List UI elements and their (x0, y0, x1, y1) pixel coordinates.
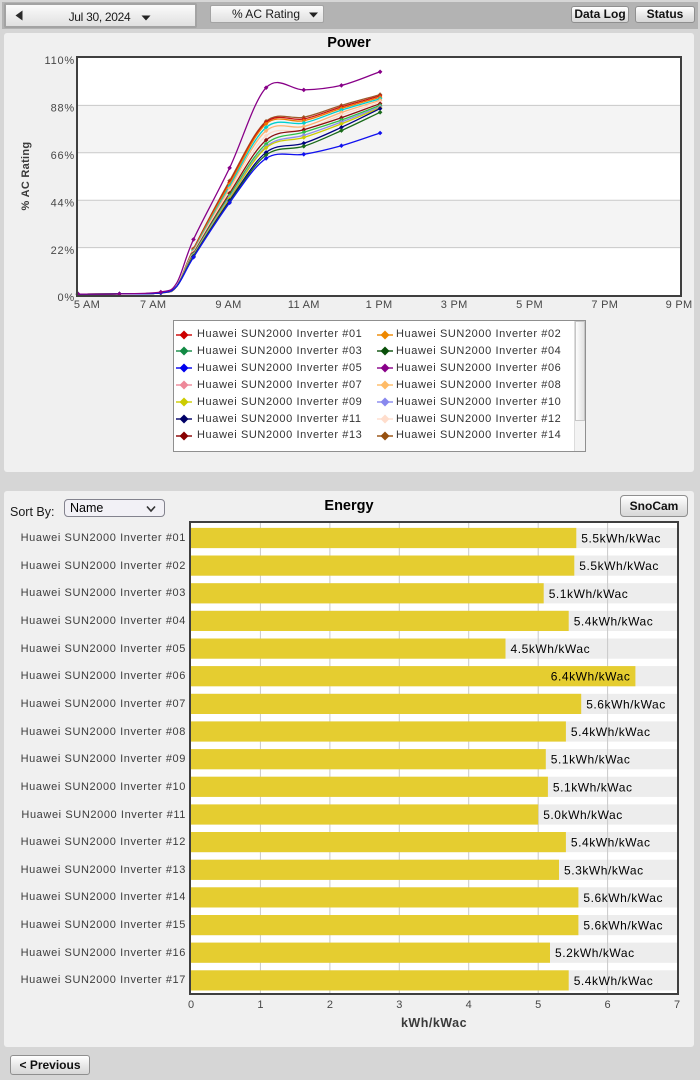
svg-text:5.6kWh/kWac: 5.6kWh/kWac (583, 891, 663, 905)
svg-text:88%: 88% (51, 103, 75, 115)
svg-text:5.4kWh/kWac: 5.4kWh/kWac (574, 614, 654, 628)
svg-text:5 AM: 5 AM (74, 299, 100, 311)
svg-text:6.4kWh/kWac: 6.4kWh/kWac (551, 670, 631, 684)
svg-text:% AC Rating: % AC Rating (20, 142, 32, 211)
svg-text:5.1kWh/kWac: 5.1kWh/kWac (553, 780, 633, 794)
svg-text:5.1kWh/kWac: 5.1kWh/kWac (551, 753, 631, 767)
svg-text:4.5kWh/kWac: 4.5kWh/kWac (511, 642, 591, 656)
svg-text:5.4kWh/kWac: 5.4kWh/kWac (571, 725, 651, 739)
svg-text:5.1kWh/kWac: 5.1kWh/kWac (549, 587, 629, 601)
svg-text:22%: 22% (51, 245, 75, 257)
svg-text:0: 0 (188, 999, 194, 1011)
svg-text:5: 5 (535, 999, 541, 1011)
svg-text:5.6kWh/kWac: 5.6kWh/kWac (583, 919, 663, 933)
svg-text:5.4kWh/kWac: 5.4kWh/kWac (571, 836, 651, 850)
svg-text:11 AM: 11 AM (288, 299, 320, 311)
svg-text:1 PM: 1 PM (366, 299, 393, 311)
svg-text:5.3kWh/kWac: 5.3kWh/kWac (564, 863, 644, 877)
svg-text:5.4kWh/kWac: 5.4kWh/kWac (574, 974, 654, 988)
svg-text:7: 7 (674, 999, 680, 1011)
svg-text:5.5kWh/kWac: 5.5kWh/kWac (581, 532, 661, 546)
svg-text:4: 4 (466, 999, 472, 1011)
svg-text:2: 2 (327, 999, 333, 1011)
svg-text:kWh/kWac: kWh/kWac (401, 1016, 467, 1030)
svg-text:1: 1 (257, 999, 263, 1011)
svg-text:3: 3 (396, 999, 402, 1011)
svg-text:5.2kWh/kWac: 5.2kWh/kWac (555, 946, 635, 960)
svg-text:0%: 0% (58, 292, 76, 304)
svg-text:110%: 110% (44, 55, 75, 67)
svg-text:5.0kWh/kWac: 5.0kWh/kWac (543, 808, 623, 822)
svg-text:44%: 44% (51, 197, 75, 209)
svg-text:7 PM: 7 PM (591, 299, 618, 311)
svg-text:5 PM: 5 PM (516, 299, 543, 311)
svg-text:5.6kWh/kWac: 5.6kWh/kWac (586, 697, 666, 711)
svg-text:3 PM: 3 PM (441, 299, 468, 311)
svg-text:5.5kWh/kWac: 5.5kWh/kWac (579, 559, 659, 573)
svg-text:66%: 66% (51, 150, 75, 162)
svg-text:9 PM: 9 PM (666, 299, 693, 311)
svg-text:7 AM: 7 AM (140, 299, 166, 311)
svg-text:9 AM: 9 AM (215, 299, 241, 311)
svg-text:6: 6 (605, 999, 611, 1011)
